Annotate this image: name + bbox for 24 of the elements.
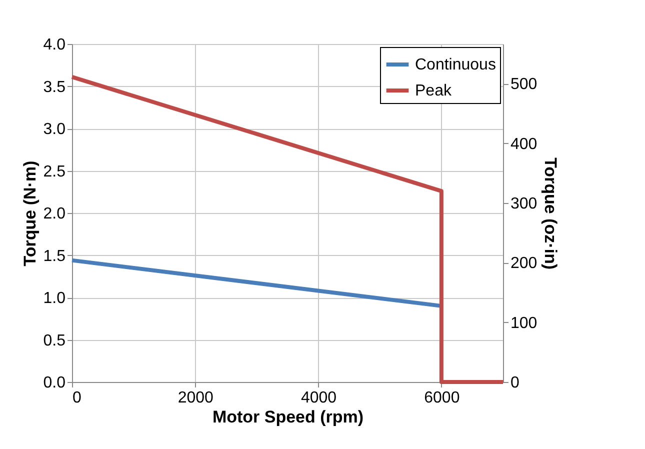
y-axis-title: Torque (N·m) <box>20 160 40 266</box>
x-tick-label: 6000 <box>424 390 460 406</box>
y-tick-label: 1.5 <box>43 248 66 265</box>
y-tick-label: 2.5 <box>43 163 66 180</box>
y2-tick-label: 200 <box>510 255 538 272</box>
y-tick-label: 1.0 <box>43 290 66 307</box>
y-tick-label: 4.0 <box>43 36 66 54</box>
y2-tick-label: 0 <box>510 374 520 392</box>
x-tick-label: 0 <box>72 390 82 406</box>
x-tick-label: 4000 <box>300 390 337 406</box>
y-tick-label: 3.5 <box>43 78 66 96</box>
y-tick-label: 0.5 <box>43 332 66 350</box>
y2-tick-label: 300 <box>510 195 538 212</box>
x-axis-title: Motor Speed (rpm) <box>212 408 364 426</box>
y-tick-label: 0.0 <box>43 374 66 392</box>
y2-tick-label: 100 <box>510 314 538 332</box>
y2-axis-title: Torque (oz·in) <box>541 157 560 270</box>
y2-tick-label: 400 <box>510 136 538 153</box>
y-tick-label: 2.0 <box>43 206 66 222</box>
y2-tick-label: 500 <box>510 76 538 94</box>
y-tick-label: 3.0 <box>43 121 66 138</box>
legend-label: Peak <box>415 82 452 100</box>
x-tick-label: 2000 <box>178 390 214 406</box>
legend-label: Continuous <box>415 56 496 74</box>
